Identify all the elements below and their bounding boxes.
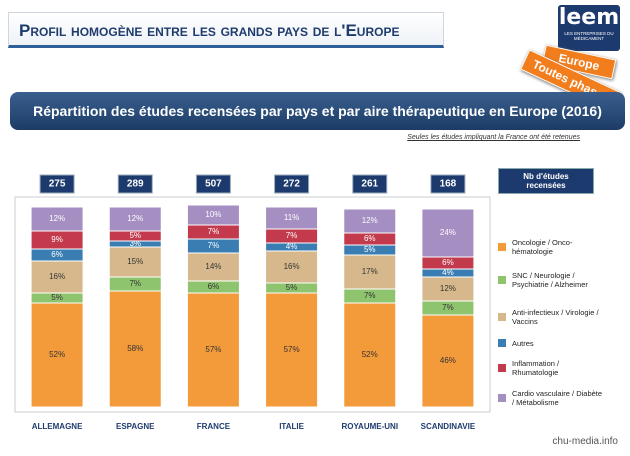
logo: leem LES ENTREPRISES DU MÉDICAMENT	[558, 5, 620, 51]
value-label: 46%	[440, 356, 456, 365]
category-label: ESPAGNE	[116, 422, 155, 431]
value-label: 4%	[286, 242, 298, 251]
legend-item: Inflammation / Rhumatologie	[498, 356, 603, 380]
legend-label: Anti-infectieux / Virologie / Vaccins	[512, 308, 599, 326]
value-label: 12%	[362, 216, 378, 225]
category-label: ITALIE	[279, 422, 304, 431]
legend-swatch	[498, 313, 506, 321]
legend-swatch	[498, 243, 506, 251]
banner: Répartition des études recensées par pay…	[10, 92, 625, 130]
bar-segment	[421, 276, 475, 302]
value-label: 9%	[51, 235, 63, 244]
legend-label: Autres	[512, 338, 534, 348]
category-label: FRANCE	[197, 422, 231, 431]
value-label: 17%	[362, 267, 378, 276]
value-label: 7%	[208, 227, 220, 236]
value-label: 7%	[364, 291, 376, 300]
value-label: 10%	[205, 210, 221, 219]
value-label: 6%	[442, 258, 454, 267]
value-label: 6%	[51, 250, 63, 259]
logo-sub: LES ENTREPRISES DU MÉDICAMENT	[564, 31, 614, 41]
chart-frame	[14, 196, 491, 413]
total-label: 289	[127, 179, 144, 190]
legend-swatch	[498, 364, 506, 372]
value-label: 7%	[129, 279, 141, 288]
value-label: 24%	[440, 228, 456, 237]
bar-segment	[421, 314, 475, 408]
value-label: 5%	[286, 283, 298, 292]
value-label: 5%	[129, 231, 141, 240]
bar-segment	[108, 206, 162, 232]
totals-header: Nb d'études recensées	[498, 168, 594, 194]
legend-swatch	[498, 276, 506, 284]
logo-text: leem	[558, 5, 620, 30]
value-label: 12%	[440, 284, 456, 293]
total-label: 272	[283, 179, 300, 190]
category-label: ROYAUME-UNI	[341, 422, 398, 431]
legend-swatch	[498, 394, 506, 402]
legend-item: SNC / Neurologie / Psychiatrie / Alzheim…	[498, 268, 603, 292]
total-label: 507	[205, 179, 222, 190]
bar-segment	[265, 206, 319, 230]
bar-segment	[343, 208, 397, 234]
value-label: 15%	[127, 257, 143, 266]
value-label: 7%	[208, 241, 220, 250]
category-label: ALLEMAGNE	[32, 422, 83, 431]
value-label: 12%	[49, 214, 65, 223]
legend-label: SNC / Neurologie / Psychiatrie / Alzheim…	[512, 271, 588, 289]
legend-item: Oncologie / Onco-hématologie	[498, 235, 603, 259]
legend-swatch	[498, 339, 506, 347]
value-label: 58%	[127, 344, 143, 353]
category-label: SCANDINAVIE	[421, 422, 476, 431]
value-label: 5%	[51, 293, 63, 302]
slide-title: Profil homogène entre les grands pays de…	[8, 12, 444, 48]
value-label: 52%	[49, 350, 65, 359]
value-label: 11%	[284, 213, 299, 222]
total-label: 168	[440, 179, 457, 190]
legend-label: Inflammation / Rhumatologie	[512, 359, 560, 377]
legend-item: Cardio vasculaire / Diabète / Métabolism…	[498, 386, 603, 410]
bar-segment	[421, 208, 475, 258]
note: Seules les études impliquant la France o…	[407, 134, 580, 141]
legend-label: Oncologie / Onco-hématologie	[512, 238, 573, 256]
value-label: 6%	[364, 234, 376, 243]
bar-segment	[108, 246, 162, 278]
value-label: 7%	[442, 303, 454, 312]
watermark: chu-media.info	[552, 436, 618, 447]
value-label: 5%	[364, 245, 376, 254]
legend-item: Autres	[498, 331, 603, 355]
value-label: 7%	[286, 231, 298, 240]
value-label: 52%	[362, 350, 378, 359]
value-label: 14%	[205, 262, 221, 271]
bar-segment	[186, 292, 240, 408]
total-label: 261	[361, 179, 378, 190]
total-box	[274, 174, 310, 194]
total-box	[195, 174, 231, 194]
legend-item: Anti-infectieux / Virologie / Vaccins	[498, 305, 603, 329]
total-box	[352, 174, 388, 194]
value-label: 57%	[205, 345, 221, 354]
bar-segment	[30, 302, 84, 408]
total-box	[117, 174, 153, 194]
total-box	[39, 174, 75, 194]
legend-label: Cardio vasculaire / Diabète / Métabolism…	[512, 389, 603, 407]
value-label: 4%	[442, 268, 454, 277]
value-label: 16%	[284, 262, 300, 271]
value-label: 12%	[127, 214, 143, 223]
bar-segment	[186, 204, 240, 226]
bar-segment	[265, 250, 319, 284]
value-label: 57%	[284, 345, 300, 354]
value-label: 6%	[208, 282, 220, 291]
total-box	[430, 174, 466, 194]
bar-segment	[30, 206, 84, 232]
total-label: 275	[49, 179, 66, 190]
bar-segment	[108, 290, 162, 408]
value-label: 16%	[49, 272, 65, 281]
value-label: 3%	[129, 239, 141, 248]
